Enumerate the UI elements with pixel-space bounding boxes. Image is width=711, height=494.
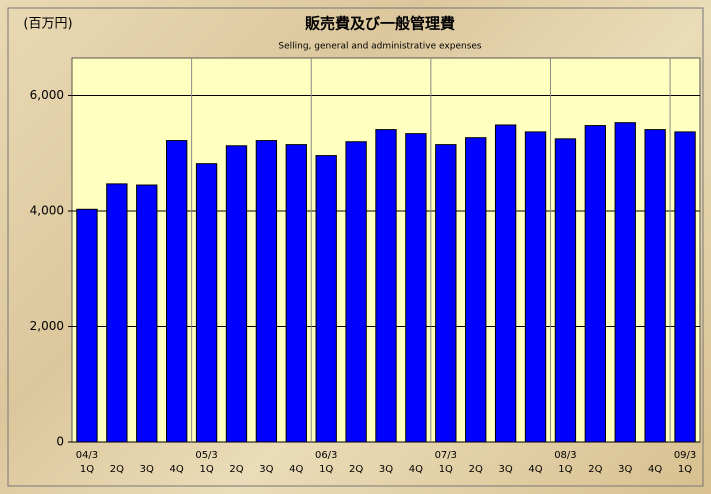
bar xyxy=(524,131,547,443)
unit-label: (百万円) xyxy=(23,17,72,32)
x-tick-label: 2Q xyxy=(229,464,243,475)
x-tick-label: 3Q xyxy=(379,464,393,475)
x-tick-label: 4Q xyxy=(648,464,662,475)
x-tick-label: 1Q xyxy=(199,464,213,475)
bar xyxy=(465,137,487,443)
period-label: 08/3 xyxy=(554,450,576,461)
x-tick-label: 1Q xyxy=(558,464,572,475)
x-tick-label: 2Q xyxy=(588,464,602,475)
x-tick-label: 4Q xyxy=(289,464,303,475)
x-tick-label: 3Q xyxy=(618,464,632,475)
bar xyxy=(674,131,696,443)
bar xyxy=(285,144,307,443)
period-label: 07/3 xyxy=(435,450,457,461)
x-tick-label: 2Q xyxy=(349,464,363,475)
bar xyxy=(405,133,427,443)
chart-subtitle: Selling, general and administrative expe… xyxy=(278,42,482,52)
x-tick-label: 1Q xyxy=(80,464,94,475)
x-tick-label: 1Q xyxy=(678,464,692,475)
period-label: 06/3 xyxy=(315,450,337,461)
bar xyxy=(644,129,666,443)
x-tick-label: 3Q xyxy=(259,464,273,475)
period-label: 04/3 xyxy=(76,450,98,461)
bar xyxy=(375,129,397,443)
bar xyxy=(165,140,188,443)
frame xyxy=(7,7,704,487)
y-tick-label: 4,000 xyxy=(30,204,64,218)
y-tick-label: 6,000 xyxy=(30,88,64,102)
x-tick-label: 1Q xyxy=(439,464,453,475)
x-tick-label: 4Q xyxy=(528,464,542,475)
x-tick-label: 4Q xyxy=(170,464,184,475)
x-tick-label: 3Q xyxy=(140,464,154,475)
x-tick-label: 2Q xyxy=(110,464,124,475)
y-tick-label: 0 xyxy=(56,435,64,449)
y-tick-label: 2,000 xyxy=(30,319,64,333)
bar xyxy=(136,184,158,443)
bar xyxy=(494,124,517,443)
period-label: 09/3 xyxy=(674,450,696,461)
x-tick-label: 4Q xyxy=(409,464,423,475)
bar xyxy=(225,145,248,443)
bar xyxy=(76,208,98,443)
bar xyxy=(106,183,128,443)
x-tick-label: 3Q xyxy=(499,464,513,475)
bar xyxy=(195,163,218,443)
bar xyxy=(614,122,636,443)
bar xyxy=(315,155,337,443)
x-tick-label: 1Q xyxy=(319,464,333,475)
bar xyxy=(584,125,607,443)
bar xyxy=(554,138,577,443)
bar xyxy=(435,144,457,443)
chart-title: 販売費及び一般管理費 xyxy=(305,15,455,33)
bar xyxy=(255,140,278,443)
bar xyxy=(345,141,367,443)
period-label: 05/3 xyxy=(195,450,217,461)
x-tick-label: 2Q xyxy=(469,464,483,475)
